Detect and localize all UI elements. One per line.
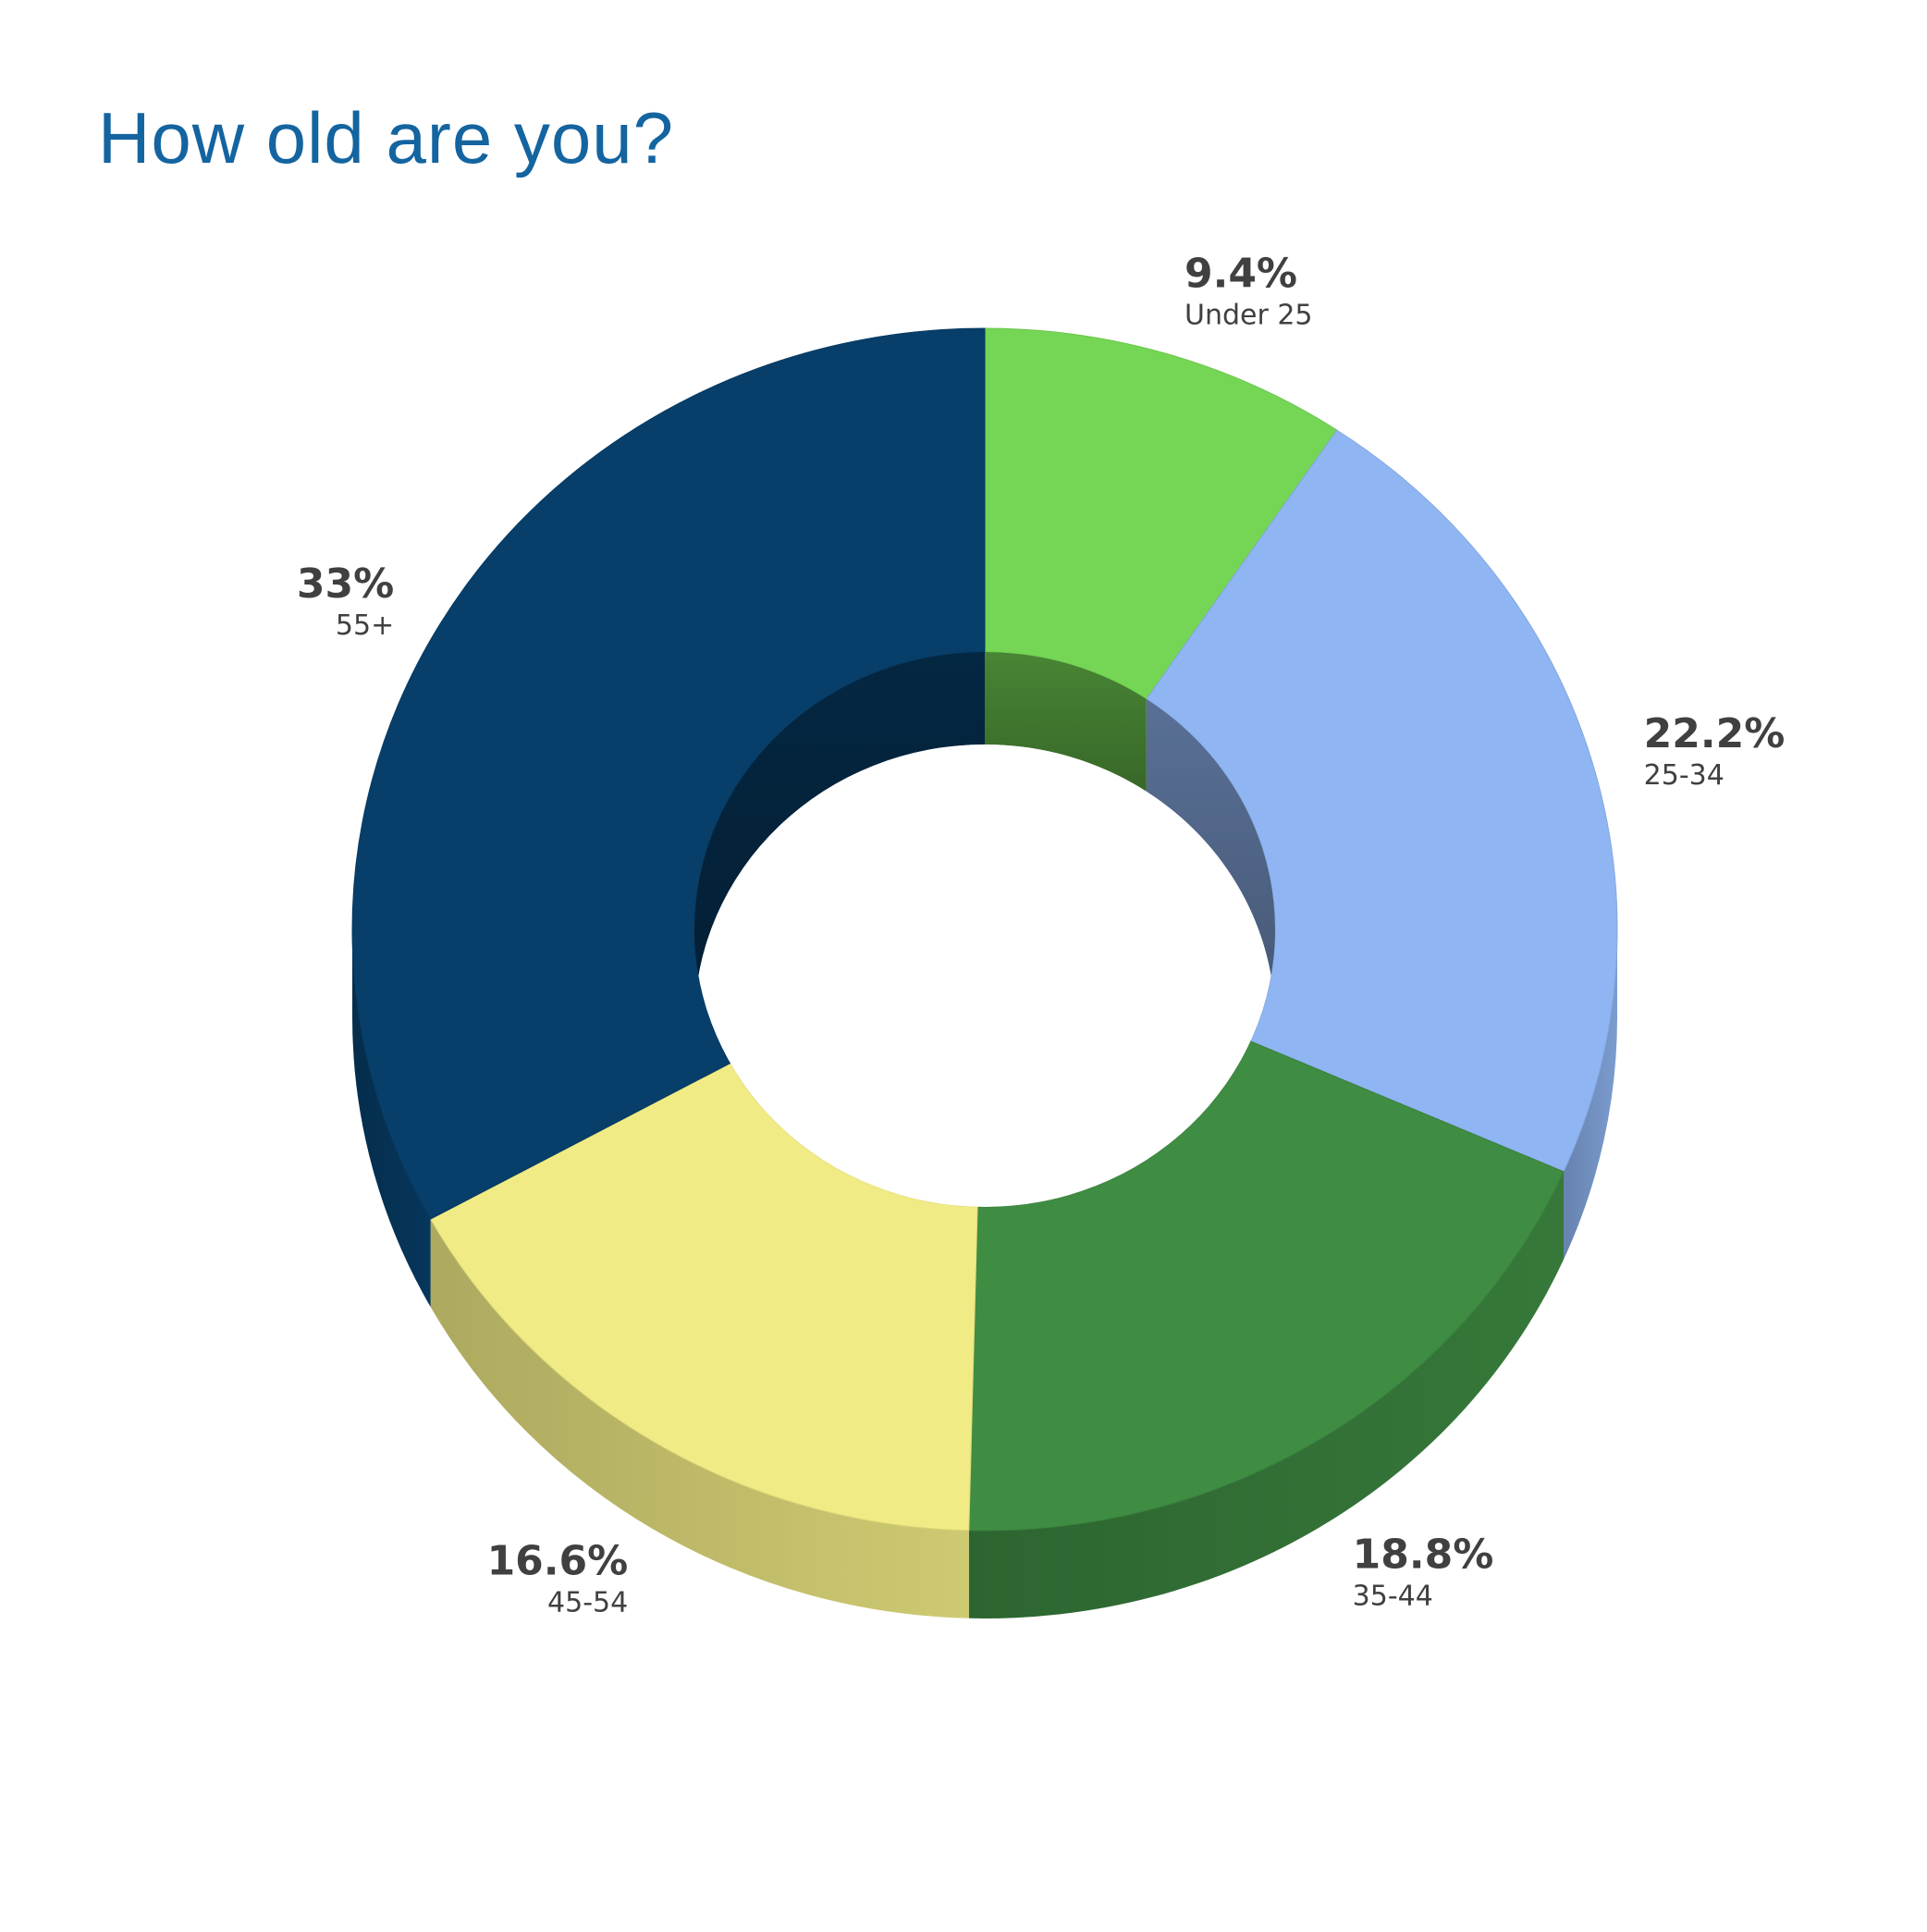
slice-category-label: 35-44 xyxy=(1353,1580,1433,1612)
chart-title: How old are you? xyxy=(98,97,675,178)
slice-value-label: 33% xyxy=(297,560,394,608)
slice-category-label: 45-54 xyxy=(547,1586,628,1618)
slice-value-label: 9.4% xyxy=(1184,250,1297,297)
slice-side-wall xyxy=(968,1171,1565,1618)
slice-labels: 9.4%Under 25 22.2%25-34 18.8%35-44 16.6%45-… xyxy=(297,250,1785,1618)
donut-hole xyxy=(694,744,1275,1207)
slice-inner-wall xyxy=(985,652,1147,792)
slice-label: 33%55+ xyxy=(297,560,394,642)
slice-category-label: Under 25 xyxy=(1184,299,1313,331)
donut-side-walls xyxy=(352,929,1617,1618)
slice-value-label: 22.2% xyxy=(1644,710,1786,757)
slice-inner-wall xyxy=(694,652,985,1022)
slice-category-label: 25-34 xyxy=(1644,759,1724,792)
donut-top-faces xyxy=(351,327,1618,1532)
donut-inner-walls xyxy=(694,652,1275,1207)
slice-label: 9.4%Under 25 xyxy=(1184,250,1313,331)
slice-label: 22.2%25-34 xyxy=(1644,710,1786,792)
slice-label: 18.8%35-44 xyxy=(1353,1531,1494,1612)
slice-side-wall xyxy=(430,1219,969,1618)
slice-value-label: 16.6% xyxy=(487,1537,629,1584)
slice-inner-wall xyxy=(1146,698,1275,1022)
slice-label: 16.6%45-54 xyxy=(487,1537,629,1618)
slice-value-label: 18.8% xyxy=(1353,1531,1494,1578)
slice-category-label: 55+ xyxy=(336,609,394,642)
slice-side-wall xyxy=(352,929,431,1308)
slice-side-wall xyxy=(1564,929,1617,1260)
